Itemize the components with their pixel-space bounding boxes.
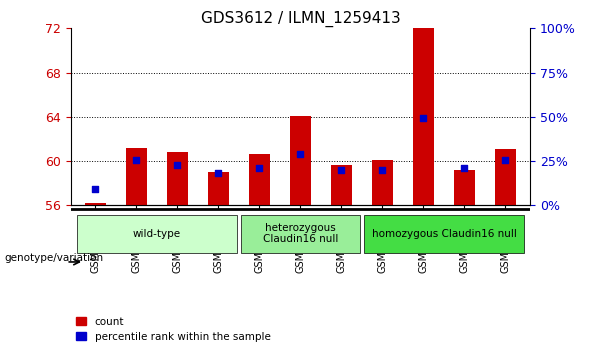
Bar	[126, 148, 147, 205]
Text: wild-type: wild-type	[133, 229, 181, 239]
Point	[173, 162, 182, 168]
Bar	[167, 152, 187, 205]
FancyBboxPatch shape	[241, 215, 360, 253]
Legend: count, percentile rank within the sample: count, percentile rank within the sample	[76, 316, 270, 342]
FancyBboxPatch shape	[77, 215, 237, 253]
FancyBboxPatch shape	[364, 215, 524, 253]
Point	[501, 157, 510, 163]
Bar	[85, 203, 105, 205]
Point	[378, 167, 387, 173]
Text: genotype/variation: genotype/variation	[4, 253, 104, 263]
Bar	[413, 27, 434, 205]
Bar	[372, 160, 393, 205]
Bar	[290, 116, 310, 205]
Point	[460, 165, 469, 171]
Text: heterozygous
Claudin16 null: heterozygous Claudin16 null	[263, 223, 338, 245]
Bar	[208, 172, 229, 205]
Title: GDS3612 / ILMN_1259413: GDS3612 / ILMN_1259413	[200, 11, 401, 27]
Point	[131, 157, 141, 163]
Point	[296, 152, 305, 157]
Point	[214, 170, 223, 176]
Text: homozygous Claudin16 null: homozygous Claudin16 null	[372, 229, 517, 239]
Point	[254, 165, 264, 171]
Bar	[495, 149, 516, 205]
Bar	[331, 166, 352, 205]
Point	[419, 115, 428, 121]
Point	[337, 167, 346, 173]
Point	[91, 186, 100, 192]
Bar	[454, 170, 475, 205]
Bar	[249, 154, 270, 205]
